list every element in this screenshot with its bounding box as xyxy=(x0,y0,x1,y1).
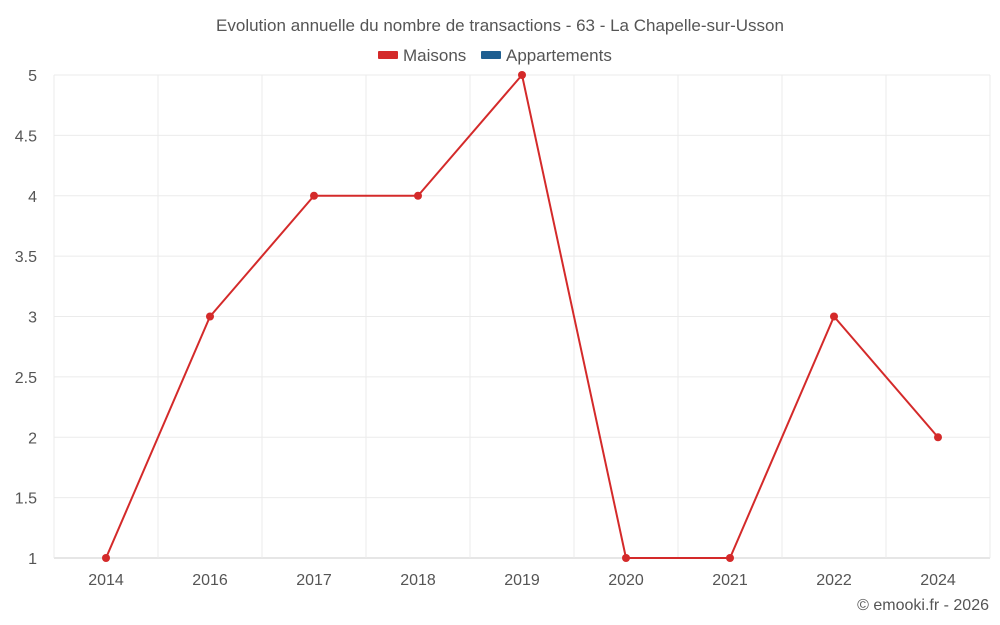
data-point[interactable] xyxy=(934,433,942,442)
credit-text: © emooki.fr - 2026 xyxy=(857,597,989,614)
data-point[interactable] xyxy=(206,312,214,321)
y-tick-label: 4.5 xyxy=(15,128,37,145)
y-tick-label: 2.5 xyxy=(15,370,37,387)
x-tick-label: 2017 xyxy=(296,572,332,589)
data-point[interactable] xyxy=(518,71,526,79)
legend: Maisons Appartements xyxy=(378,46,612,65)
x-tick-label: 2024 xyxy=(920,572,956,589)
y-tick-label: 1.5 xyxy=(15,491,37,508)
data-point[interactable] xyxy=(414,191,422,200)
grid xyxy=(53,74,991,559)
data-point[interactable] xyxy=(726,554,734,562)
x-tick-label: 2018 xyxy=(400,572,436,589)
chart-title: Evolution annuelle du nombre de transact… xyxy=(216,16,784,35)
x-tick-label: 2016 xyxy=(192,572,228,589)
y-tick-label: 3 xyxy=(28,310,37,327)
x-tick-label: 2019 xyxy=(504,572,540,589)
y-tick-label: 5 xyxy=(28,68,37,85)
data-point[interactable] xyxy=(622,554,630,562)
x-axis: 2014 2016 2017 2018 2019 2020 2021 2022 2024 xyxy=(88,572,956,589)
legend-label-maisons[interactable]: Maisons xyxy=(403,46,466,65)
x-tick-label: 2021 xyxy=(712,572,748,589)
y-tick-label: 2 xyxy=(28,430,37,447)
series-maisons xyxy=(102,71,942,562)
data-point[interactable] xyxy=(830,312,838,321)
y-tick-label: 3.5 xyxy=(15,249,37,266)
x-tick-label: 2014 xyxy=(88,572,124,589)
legend-swatch-maisons xyxy=(378,51,398,59)
y-tick-label: 4 xyxy=(28,189,37,206)
legend-label-appartements[interactable]: Appartements xyxy=(506,46,612,65)
data-point[interactable] xyxy=(310,191,318,200)
x-tick-label: 2022 xyxy=(816,572,852,589)
legend-swatch-appartements xyxy=(481,51,501,59)
y-tick-label: 1 xyxy=(28,551,37,568)
x-tick-label: 2020 xyxy=(608,572,644,589)
y-axis: 1 1.5 2 2.5 3 3.5 4 4.5 5 xyxy=(15,68,37,568)
data-point[interactable] xyxy=(102,554,110,562)
